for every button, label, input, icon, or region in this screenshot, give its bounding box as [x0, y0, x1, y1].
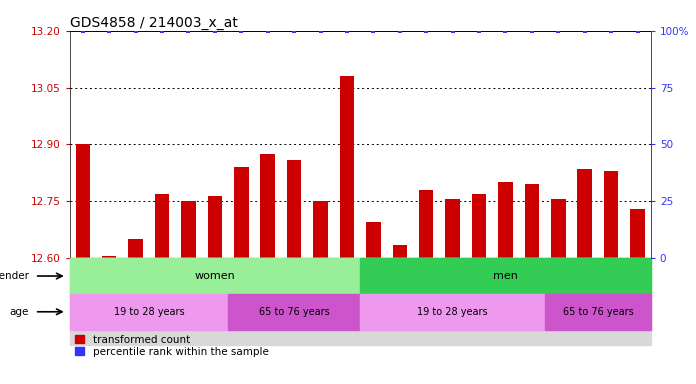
Point — [262, 28, 274, 34]
Bar — [604, 171, 619, 258]
Text: 19 to 28 years: 19 to 28 years — [418, 307, 488, 317]
Legend: transformed count, percentile rank within the sample: transformed count, percentile rank withi… — [74, 335, 269, 357]
Bar — [361, 258, 651, 294]
Bar — [76, 144, 90, 258]
Point — [104, 28, 115, 34]
Point — [553, 28, 564, 34]
Bar — [155, 194, 169, 258]
Point — [209, 28, 221, 34]
Bar — [287, 160, 301, 258]
Point — [473, 28, 484, 34]
Bar — [102, 256, 116, 258]
Point — [289, 28, 300, 34]
Text: women: women — [194, 271, 235, 281]
Point — [394, 28, 405, 34]
Point — [367, 28, 379, 34]
Bar — [313, 201, 328, 258]
Text: GDS4858 / 214003_x_at: GDS4858 / 214003_x_at — [70, 16, 237, 30]
Point — [130, 28, 141, 34]
Point — [420, 28, 432, 34]
Bar — [631, 209, 644, 258]
Bar — [525, 184, 539, 258]
Point — [447, 28, 458, 34]
Bar — [419, 190, 434, 258]
Bar — [181, 201, 196, 258]
Point — [183, 28, 194, 34]
Bar — [545, 294, 651, 329]
Point — [77, 28, 88, 34]
Bar — [128, 239, 143, 258]
Text: age: age — [10, 307, 29, 317]
Text: 65 to 76 years: 65 to 76 years — [259, 307, 329, 317]
Bar — [70, 258, 651, 344]
Bar — [340, 76, 354, 258]
Point — [157, 28, 168, 34]
Point — [606, 28, 617, 34]
Bar — [551, 199, 566, 258]
Point — [526, 28, 537, 34]
Bar — [70, 294, 228, 329]
Point — [315, 28, 326, 34]
Bar — [578, 169, 592, 258]
Bar — [498, 182, 513, 258]
Point — [579, 28, 590, 34]
Bar — [393, 245, 407, 258]
Bar — [234, 167, 248, 258]
Bar — [207, 195, 222, 258]
Bar — [70, 258, 361, 294]
Text: 65 to 76 years: 65 to 76 years — [562, 307, 633, 317]
Bar — [260, 154, 275, 258]
Bar — [361, 294, 545, 329]
Bar — [228, 294, 361, 329]
Point — [236, 28, 247, 34]
Bar — [445, 199, 460, 258]
Point — [632, 28, 643, 34]
Text: men: men — [493, 271, 518, 281]
Bar — [472, 194, 487, 258]
Bar — [366, 222, 381, 258]
Text: 19 to 28 years: 19 to 28 years — [113, 307, 184, 317]
Text: gender: gender — [0, 271, 29, 281]
Point — [342, 28, 353, 34]
Point — [500, 28, 511, 34]
